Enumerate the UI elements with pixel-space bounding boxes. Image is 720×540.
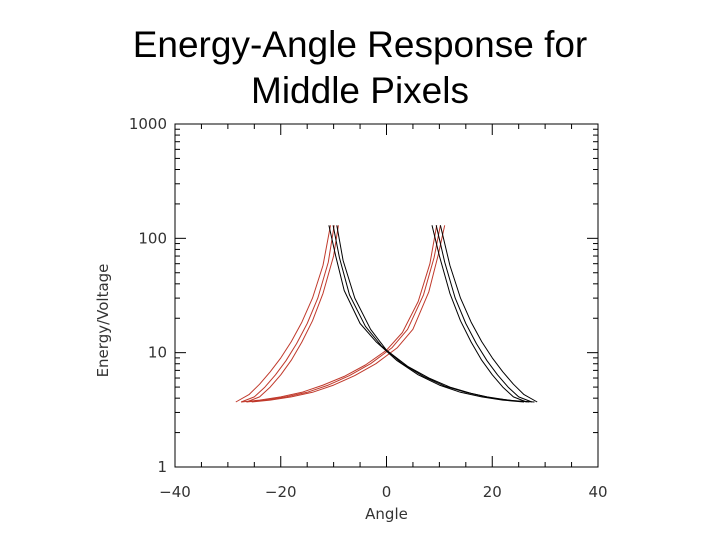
chart-title: Energy-Angle Response for Middle Pixels [0, 22, 720, 114]
red-series-line [235, 225, 331, 403]
chart-title-line-2: Middle Pixels [251, 70, 469, 111]
x-tick-label: 20 [483, 483, 502, 501]
black-series-line [328, 225, 525, 403]
red-series-line [241, 225, 438, 403]
y-tick-label: 1 [157, 458, 167, 476]
red-series-line [246, 225, 441, 403]
y-tick-label: 1000 [129, 115, 167, 133]
x-axis-label: Angle [365, 505, 408, 523]
x-tick-label: 40 [588, 483, 607, 501]
red-series-line [246, 225, 339, 403]
red-series-line [251, 225, 446, 403]
series-lines [235, 225, 538, 403]
x-tick-label: −20 [265, 483, 297, 501]
y-axis-label: Energy/Voltage [94, 264, 112, 378]
y-tick-label: 10 [148, 344, 167, 362]
y-tick-label: 100 [138, 229, 167, 247]
red-series-line [240, 225, 335, 403]
black-series-line [439, 225, 538, 403]
x-tick-label: −40 [159, 483, 191, 501]
black-series-line [336, 225, 535, 403]
plot-frame [174, 123, 599, 468]
tick-labels: −40 −20 0 20 40 1 10 100 1000 [129, 115, 608, 501]
black-series-line [431, 225, 527, 403]
axis-ticks [174, 123, 599, 468]
x-tick-label: 0 [382, 483, 392, 501]
chart-title-line-1: Energy-Angle Response for [132, 24, 588, 65]
black-series-line [435, 225, 533, 403]
